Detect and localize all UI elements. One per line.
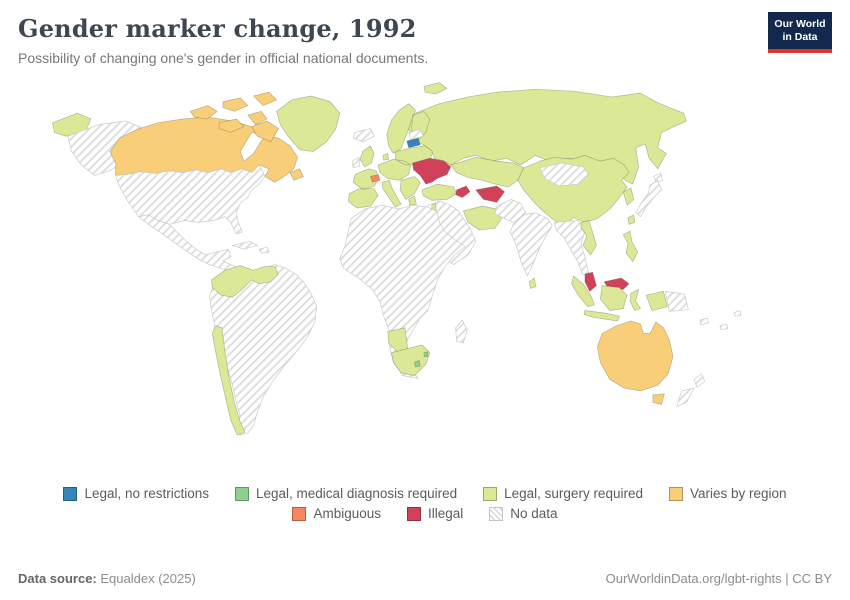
legend-swatch-illegal — [406, 506, 421, 521]
country-canada-arctic-islands[interactable] — [190, 91, 279, 143]
country-united-kingdom[interactable] — [359, 145, 375, 168]
country-svalbard[interactable] — [423, 82, 448, 95]
country-new-zealand[interactable] — [676, 373, 705, 407]
country-switzerland[interactable] — [370, 174, 381, 183]
country-ireland[interactable] — [351, 156, 361, 169]
country-sri-lanka[interactable] — [529, 277, 537, 289]
legend-label: Legal, surgery required — [504, 486, 643, 501]
country-lesotho[interactable] — [414, 359, 421, 368]
page-subtitle: Possibility of changing one's gender in … — [18, 50, 429, 66]
owid-logo-line1: Our World — [774, 18, 826, 30]
legend-swatch-varies-by-region — [668, 486, 683, 501]
legend-row-1: Legal, no restrictions Legal, medical di… — [18, 486, 832, 501]
country-azerbaijan[interactable] — [455, 185, 471, 198]
legend-item-illegal[interactable]: Illegal — [406, 506, 464, 521]
country-south-america[interactable] — [209, 264, 318, 436]
legend-label: Varies by region — [689, 486, 787, 501]
data-source: Data source: Equaldex (2025) — [18, 571, 196, 586]
owid-logo-line2: in Data — [782, 31, 818, 44]
country-turkmenistan[interactable] — [475, 185, 505, 203]
legend-row-2: Ambiguous Illegal No data — [18, 506, 832, 521]
legend-item-varies-by-region[interactable]: Varies by region — [668, 486, 787, 501]
country-south-africa[interactable] — [391, 344, 431, 376]
country-africa[interactable] — [339, 204, 466, 379]
country-vietnam[interactable] — [580, 220, 597, 256]
page-title: Gender marker change, 1992 — [18, 14, 417, 43]
world-map-svg — [52, 82, 742, 436]
world-map — [18, 68, 832, 486]
country-philippines[interactable] — [622, 230, 638, 263]
country-india[interactable] — [509, 212, 553, 277]
legend-label: Legal, no restrictions — [84, 486, 210, 501]
legend-item-legal-surgery[interactable]: Legal, surgery required — [483, 486, 643, 501]
country-greenland[interactable] — [276, 95, 341, 152]
country-indonesia[interactable] — [571, 275, 668, 322]
country-usa[interactable] — [115, 164, 266, 235]
country-mongolia[interactable] — [539, 162, 590, 187]
owid-logo[interactable]: Our World in Data — [768, 12, 832, 54]
country-turkey[interactable] — [421, 183, 457, 201]
legend-swatch-no-data — [489, 506, 504, 521]
chart-header: Gender marker change, 1992 Possibility o… — [18, 12, 832, 66]
data-source-value: Equaldex (2025) — [100, 571, 196, 586]
country-australia[interactable] — [597, 320, 674, 405]
legend-swatch-legal-surgery — [483, 486, 498, 501]
country-madagascar[interactable] — [455, 319, 468, 344]
country-eswatini[interactable] — [423, 351, 429, 357]
country-scandinavia[interactable] — [382, 103, 431, 161]
country-caribbean-islands[interactable] — [232, 241, 270, 254]
country-baltic-states[interactable] — [408, 129, 424, 141]
legend-item-legal-medical[interactable]: Legal, medical diagnosis required — [235, 486, 457, 501]
country-pacific-islands[interactable] — [699, 310, 742, 331]
country-taiwan[interactable] — [627, 214, 636, 225]
data-source-label: Data source: — [18, 571, 97, 586]
country-iran[interactable] — [462, 205, 502, 231]
country-lithuania[interactable] — [406, 137, 421, 149]
legend-swatch-legal-no-restrictions — [63, 486, 78, 501]
legend-item-no-data[interactable]: No data — [489, 506, 558, 521]
legend-swatch-ambiguous — [292, 506, 307, 521]
country-chile[interactable] — [212, 325, 246, 436]
country-papua-new-guinea[interactable] — [665, 291, 689, 312]
chart-footer: Data source: Equaldex (2025) OurWorldinD… — [18, 571, 832, 586]
legend-item-legal-no-restrictions[interactable]: Legal, no restrictions — [63, 486, 209, 501]
legend-label: No data — [510, 506, 558, 521]
legend-label: Illegal — [427, 506, 464, 521]
legend-label: Ambiguous — [313, 506, 381, 521]
country-iceland[interactable] — [352, 128, 375, 143]
country-colombia-venezuela[interactable] — [211, 265, 279, 298]
footer-link[interactable]: OurWorldinData.org/lgbt-rights | CC BY — [605, 571, 832, 586]
country-japan[interactable] — [635, 172, 663, 218]
country-kazakhstan-central-asia[interactable] — [450, 156, 524, 188]
legend-swatch-legal-medical — [235, 486, 250, 501]
country-korea[interactable] — [622, 187, 635, 206]
country-ukraine[interactable] — [412, 157, 452, 185]
country-canada-newfoundland[interactable] — [289, 168, 304, 181]
legend-label: Legal, medical diagnosis required — [256, 486, 458, 501]
map-legend: Legal, no restrictions Legal, medical di… — [18, 486, 832, 521]
legend-item-ambiguous[interactable]: Ambiguous — [292, 506, 381, 521]
